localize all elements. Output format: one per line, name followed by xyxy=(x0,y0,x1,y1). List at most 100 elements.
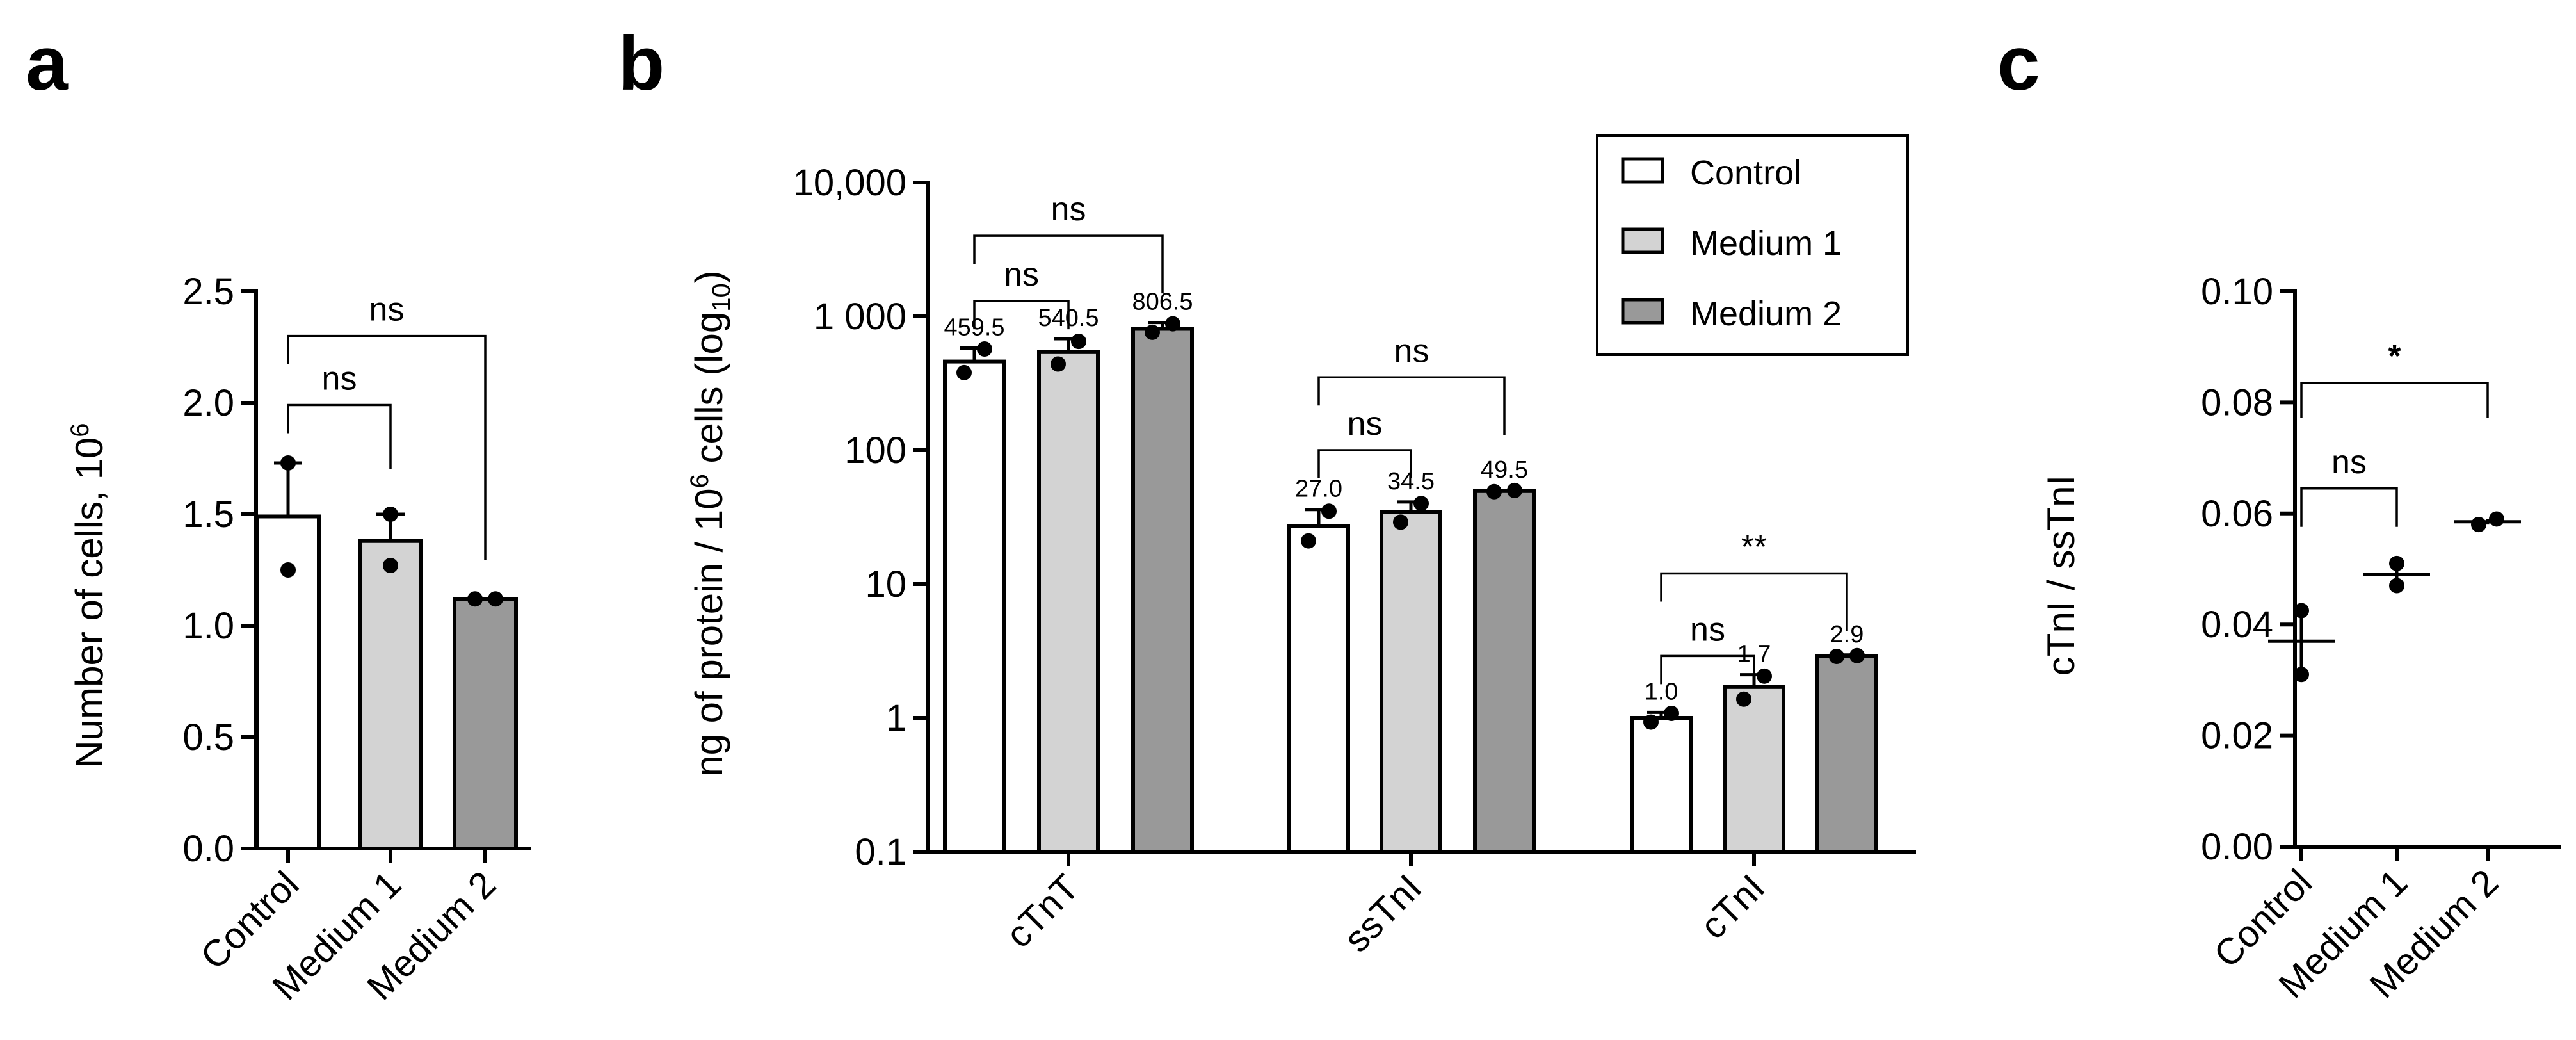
panel-letter-a: a xyxy=(26,20,69,106)
y-tick-label: 0.08 xyxy=(2201,382,2273,423)
significance-bracket xyxy=(973,234,1164,294)
data-point xyxy=(383,507,398,522)
y-tick-label: 0.1 xyxy=(855,831,906,873)
data-point xyxy=(1486,483,1502,500)
data-label: 27.0 xyxy=(1295,476,1342,503)
significance-label: ns xyxy=(322,360,357,397)
panel-letter-c: c xyxy=(1997,20,2040,106)
data-point xyxy=(1301,533,1316,549)
data-point xyxy=(1051,356,1066,372)
data-point xyxy=(1071,334,1086,350)
significance-bracket xyxy=(2300,487,2398,527)
data-point xyxy=(956,364,972,380)
data-point xyxy=(1664,706,1679,722)
data-point xyxy=(1321,503,1337,519)
significance-label: * xyxy=(2388,338,2401,375)
significance-bracket xyxy=(1660,654,1755,685)
bar-ctni-control xyxy=(1630,716,1693,854)
significance-bracket xyxy=(1317,449,1412,478)
significance-label: ns xyxy=(1690,611,1725,648)
data-point xyxy=(2389,578,2404,594)
y-axis-label-middle: cells (log xyxy=(688,312,730,474)
significance-bracket xyxy=(1660,572,1848,631)
significance-label: ns xyxy=(1394,332,1429,370)
data-point xyxy=(1736,691,1751,707)
y-axis-label: cTnI / ssTnI xyxy=(2040,475,2082,676)
y-tick-label: 0.04 xyxy=(2201,604,2273,646)
data-label: 49.5 xyxy=(1481,457,1528,483)
y-tick-label: 1 xyxy=(886,697,906,739)
significance-bracket xyxy=(1317,376,1506,435)
significance-label: ns xyxy=(1348,405,1383,443)
bar-medium-1 xyxy=(358,539,423,850)
y-axis-label: Number of cells, 106 xyxy=(66,423,111,768)
x-tick-label: cTnI xyxy=(1692,866,1773,947)
x-tick-label: cTnT xyxy=(998,866,1087,955)
bar-sstni-medium-1 xyxy=(1380,510,1442,854)
y-tick-label: 2.0 xyxy=(182,382,234,424)
data-point xyxy=(1829,648,1844,664)
significance-bracket xyxy=(287,403,392,469)
data-point xyxy=(467,591,483,607)
significance-bracket xyxy=(973,300,1070,330)
significance-label: ns xyxy=(1051,191,1086,228)
data-point xyxy=(280,455,296,471)
data-point xyxy=(1393,514,1408,530)
significance-label: ** xyxy=(1741,528,1767,565)
significance-label: ns xyxy=(2331,444,2367,481)
legend-swatch-medium-2 xyxy=(1621,298,1664,325)
y-tick-label: 0.06 xyxy=(2201,493,2273,535)
data-point xyxy=(1757,668,1772,684)
data-point xyxy=(1643,714,1659,730)
bar-ctni-medium-1 xyxy=(1723,685,1785,854)
significance-label: ns xyxy=(1004,256,1039,293)
x-tick-label: ssTnI xyxy=(1336,866,1429,960)
data-point xyxy=(2389,555,2404,571)
y-tick-label: 1.0 xyxy=(182,605,234,647)
bar-sstni-control xyxy=(1287,524,1350,854)
y-tick-label: 100 xyxy=(844,430,906,471)
y-tick-label: 0.5 xyxy=(182,717,234,758)
legend-swatch-medium-1 xyxy=(1621,227,1664,254)
significance-label: ns xyxy=(369,291,405,329)
y-axis-label-superscript: 6 xyxy=(66,423,94,437)
y-tick-label: 1 000 xyxy=(814,296,906,337)
data-point xyxy=(1849,647,1865,663)
data-point xyxy=(280,562,296,578)
legend-label: Medium 2 xyxy=(1690,295,1842,333)
y-tick-label: 2.5 xyxy=(182,271,234,313)
bar-ctnt-control xyxy=(943,359,1006,854)
significance-bracket xyxy=(2300,382,2489,419)
legend-label: Control xyxy=(1690,154,1801,192)
data-point xyxy=(2294,603,2309,619)
data-point xyxy=(383,558,398,574)
data-point xyxy=(2471,517,2486,533)
y-tick-label: 0.02 xyxy=(2201,715,2273,757)
data-point xyxy=(977,341,992,357)
y-axis-label-end: ) xyxy=(688,270,730,283)
y-tick-label: 0.00 xyxy=(2201,826,2273,868)
y-tick-label: 10,000 xyxy=(793,162,906,204)
y-tick-label: 1.5 xyxy=(182,494,234,535)
legend-label: Medium 1 xyxy=(1690,224,1842,263)
significance-bracket xyxy=(287,334,487,560)
data-point xyxy=(2294,667,2309,683)
data-point xyxy=(1413,496,1429,512)
y-tick-label: 0.10 xyxy=(2201,271,2273,313)
data-point xyxy=(1145,324,1160,340)
bar-ctnt-medium-1 xyxy=(1037,350,1100,854)
y-tick-label: 0.0 xyxy=(182,828,234,870)
bar-ctni-medium-2 xyxy=(1815,654,1878,854)
data-point xyxy=(1507,482,1522,498)
y-axis-label-superscript: 6 xyxy=(686,474,714,488)
data-point xyxy=(2489,511,2504,527)
bar-ctnt-medium-2 xyxy=(1131,327,1194,854)
y-axis-label: ng of protein / 106 cells (log10) xyxy=(686,270,736,776)
y-axis-label-subscript: 10 xyxy=(707,283,736,312)
data-point xyxy=(488,591,503,607)
data-point xyxy=(1165,316,1180,332)
